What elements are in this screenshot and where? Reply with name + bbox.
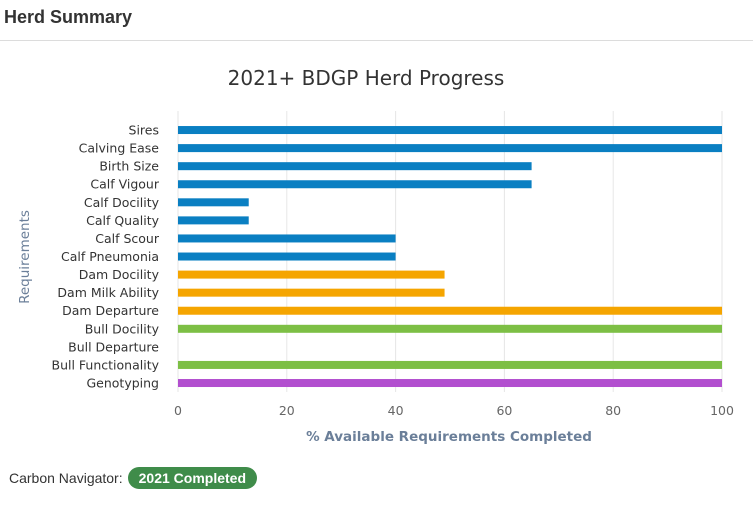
header: Herd Summary [0, 0, 753, 41]
category-label: Genotyping [86, 376, 159, 391]
bar[interactable] [178, 324, 722, 333]
chart-category-labels: Sires Calving Ease Birth Size Calf Vigour Ca… [52, 123, 160, 391]
category-label: Calving Ease [79, 141, 160, 156]
chart-title: 2021+ BDGP Herd Progress [228, 66, 505, 90]
category-label: Dam Departure [62, 303, 159, 318]
bar[interactable] [178, 270, 445, 279]
chart-bars [178, 126, 722, 388]
bar[interactable] [178, 180, 532, 189]
bar[interactable] [178, 252, 396, 261]
herd-progress-chart: 2021+ BDGP Herd Progress Sires Calving Ea… [17, 66, 734, 445]
category-label: Bull Functionality [52, 357, 160, 372]
category-label: Calf Vigour [90, 177, 159, 192]
bar[interactable] [178, 288, 445, 297]
bar[interactable] [178, 306, 722, 315]
category-label: Calf Scour [95, 231, 160, 246]
bar[interactable] [178, 216, 249, 225]
bar[interactable] [178, 162, 532, 171]
category-label: Sires [129, 123, 159, 138]
page-title: Herd Summary [4, 7, 133, 27]
category-label: Bull Docility [85, 321, 160, 336]
bar[interactable] [178, 360, 722, 369]
chart-x-tick-labels: 0 20 40 60 80 100 [174, 403, 734, 418]
x-tick-label: 100 [710, 403, 734, 418]
x-tick-label: 0 [174, 403, 182, 418]
bar[interactable] [178, 126, 722, 135]
y-axis-title: Requirements [17, 210, 33, 304]
category-label: Dam Milk Ability [57, 285, 159, 300]
category-label: Calf Quality [86, 213, 160, 228]
bar[interactable] [178, 144, 722, 153]
chart-gridlines [177, 111, 723, 393]
carbon-navigator-status: Carbon Navigator: 2021 Completed [9, 467, 257, 489]
x-tick-label: 60 [496, 403, 512, 418]
category-label: Bull Departure [68, 339, 159, 354]
status-badge: 2021 Completed [127, 467, 257, 489]
bar[interactable] [178, 379, 722, 388]
carbon-navigator-label: Carbon Navigator: [9, 470, 123, 486]
x-axis-title: % Available Requirements Completed [306, 429, 592, 445]
bar[interactable] [178, 234, 396, 243]
x-tick-label: 40 [388, 403, 404, 418]
category-label: Birth Size [99, 159, 159, 174]
x-tick-label: 20 [279, 403, 295, 418]
x-tick-label: 80 [605, 403, 621, 418]
category-label: Calf Docility [84, 195, 160, 210]
category-label: Dam Docility [79, 267, 160, 282]
category-label: Calf Pneumonia [61, 249, 159, 264]
bar[interactable] [178, 198, 249, 207]
